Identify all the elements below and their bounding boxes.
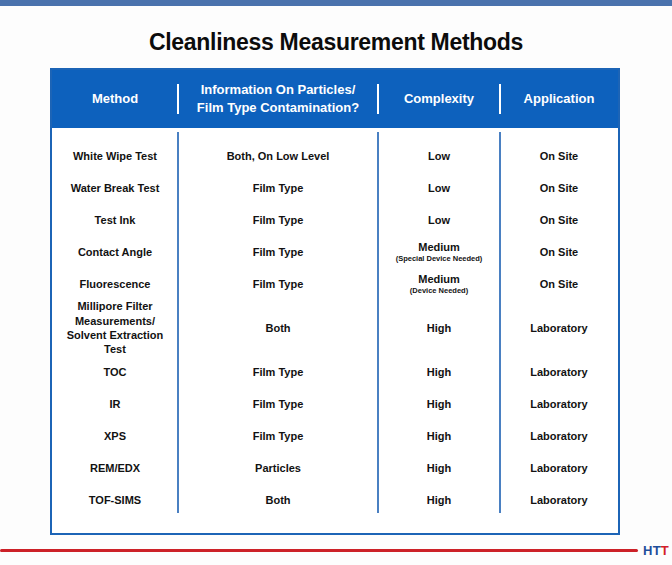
cell-application: On Site bbox=[500, 246, 618, 258]
cell-information: Film Type bbox=[178, 214, 378, 226]
cell-information: Film Type bbox=[178, 430, 378, 442]
table-header-row: Method Information On Particles/ Film Ty… bbox=[52, 70, 618, 128]
column-separator bbox=[377, 132, 379, 513]
cell-complexity: High bbox=[378, 322, 500, 335]
cell-method: Contact Angle bbox=[52, 245, 178, 259]
complexity-value: High bbox=[427, 322, 451, 335]
cell-complexity: Low bbox=[378, 214, 500, 227]
cell-application: Laboratory bbox=[500, 494, 618, 506]
htt-logo-blue-text: HT bbox=[643, 543, 661, 558]
cell-method: TOF-SIMS bbox=[52, 493, 178, 507]
cell-complexity: High bbox=[378, 494, 500, 507]
cleanliness-methods-table: Method Information On Particles/ Film Ty… bbox=[50, 68, 620, 535]
complexity-note: (Device Needed) bbox=[410, 287, 468, 295]
cell-method: XPS bbox=[52, 429, 178, 443]
complexity-value: Medium bbox=[418, 273, 460, 286]
cell-information: Film Type bbox=[178, 398, 378, 410]
htt-logo-red-text: T bbox=[661, 543, 669, 558]
header-separator bbox=[177, 84, 179, 114]
cell-method: Test Ink bbox=[52, 213, 178, 227]
cell-information: Both bbox=[178, 322, 378, 334]
cell-method: TOC bbox=[52, 365, 178, 379]
cell-information: Film Type bbox=[178, 366, 378, 378]
complexity-value: High bbox=[427, 462, 451, 475]
header-separator bbox=[499, 84, 501, 114]
complexity-value: High bbox=[427, 398, 451, 411]
table-row: Water Break Test Film Type Low On Site bbox=[52, 172, 618, 204]
table-row: White Wipe Test Both, On Low Level Low O… bbox=[52, 140, 618, 172]
cell-information: Film Type bbox=[178, 182, 378, 194]
cell-application: On Site bbox=[500, 214, 618, 226]
cell-application: Laboratory bbox=[500, 398, 618, 410]
footer-divider bbox=[0, 549, 638, 552]
cell-complexity: Low bbox=[378, 150, 500, 163]
complexity-value: Low bbox=[428, 214, 450, 227]
cell-information: Film Type bbox=[178, 278, 378, 290]
cell-method: Millipore Filter Measurements/ Solvent E… bbox=[52, 299, 178, 356]
cell-application: Laboratory bbox=[500, 430, 618, 442]
column-header-complexity: Complexity bbox=[378, 70, 500, 128]
complexity-value: Low bbox=[428, 182, 450, 195]
complexity-value: Low bbox=[428, 150, 450, 163]
cell-application: On Site bbox=[500, 182, 618, 194]
cell-application: On Site bbox=[500, 150, 618, 162]
table-body: White Wipe Test Both, On Low Level Low O… bbox=[52, 128, 618, 531]
cell-complexity: High bbox=[378, 398, 500, 411]
cell-application: On Site bbox=[500, 278, 618, 290]
column-header-application: Application bbox=[500, 70, 618, 128]
table-row: XPS Film Type High Laboratory bbox=[52, 420, 618, 452]
table-row: Millipore Filter Measurements/ Solvent E… bbox=[52, 300, 618, 356]
table-row: TOF-SIMS Both High Laboratory bbox=[52, 484, 618, 516]
cell-application: Laboratory bbox=[500, 462, 618, 474]
cell-complexity: High bbox=[378, 462, 500, 475]
table-row: Contact Angle Film Type Medium (Special … bbox=[52, 236, 618, 268]
cell-complexity: Low bbox=[378, 182, 500, 195]
cell-method: IR bbox=[52, 397, 178, 411]
cell-application: Laboratory bbox=[500, 322, 618, 334]
cell-method: REM/EDX bbox=[52, 461, 178, 475]
cell-complexity: Medium (Device Needed) bbox=[378, 273, 500, 295]
table-row: IR Film Type High Laboratory bbox=[52, 388, 618, 420]
cell-method: Water Break Test bbox=[52, 181, 178, 195]
complexity-note: (Special Device Needed) bbox=[396, 255, 483, 263]
column-separator bbox=[177, 132, 179, 513]
cell-method: White Wipe Test bbox=[52, 149, 178, 163]
page-title: Cleanliness Measurement Methods bbox=[0, 29, 672, 56]
table-row: TOC Film Type High Laboratory bbox=[52, 356, 618, 388]
cell-complexity: High bbox=[378, 430, 500, 443]
cell-information: Both bbox=[178, 494, 378, 506]
cell-complexity: Medium (Special Device Needed) bbox=[378, 241, 500, 263]
column-header-information: Information On Particles/ Film Type Cont… bbox=[178, 70, 378, 128]
htt-logo: HTT bbox=[643, 543, 669, 558]
table-row: Test Ink Film Type Low On Site bbox=[52, 204, 618, 236]
complexity-value: High bbox=[427, 494, 451, 507]
complexity-value: High bbox=[427, 430, 451, 443]
complexity-value: High bbox=[427, 366, 451, 379]
cell-information: Particles bbox=[178, 462, 378, 474]
cell-method: Fluorescence bbox=[52, 277, 178, 291]
column-header-method: Method bbox=[52, 70, 178, 128]
table-row: Fluorescence Film Type Medium (Device Ne… bbox=[52, 268, 618, 300]
header-separator bbox=[377, 84, 379, 114]
top-accent-bar bbox=[0, 0, 672, 6]
column-separator bbox=[499, 132, 501, 513]
cell-complexity: High bbox=[378, 366, 500, 379]
cell-information: Both, On Low Level bbox=[178, 150, 378, 162]
cell-application: Laboratory bbox=[500, 366, 618, 378]
table-row: REM/EDX Particles High Laboratory bbox=[52, 452, 618, 484]
complexity-value: Medium bbox=[418, 241, 460, 254]
cell-information: Film Type bbox=[178, 246, 378, 258]
